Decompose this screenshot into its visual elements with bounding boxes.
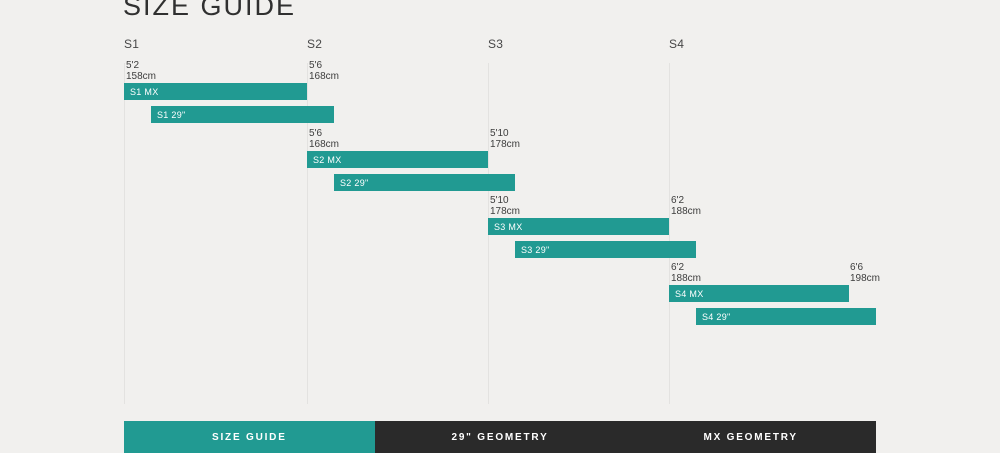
s3-min-height-label: 5'10 178cm [490,195,520,217]
tab-mx-geometry[interactable]: MX GEOMETRY [625,421,877,453]
s1-max-height-label: 5'6 168cm [309,60,339,82]
bar-s3-29: S3 29" [515,241,696,258]
s2-min-cm: 168cm [309,139,340,150]
s1-min-height-label: 5'2 158cm [126,60,156,82]
size-column-header-s2: S2 [307,37,323,51]
size-column-header-s4: S4 [669,37,685,51]
bar-s2-mx: S2 MX [307,151,488,168]
s1-min-feet: 5'2 [126,60,140,71]
geometry-tab-bar: SIZE GUIDE 29" GEOMETRY MX GEOMETRY [124,421,877,453]
s4-min-cm: 188cm [671,273,702,284]
bar-s3-mx: S3 MX [488,218,669,235]
s1-min-cm: 158cm [126,71,157,82]
s1-max-feet: 5'6 [309,60,323,71]
s2-min-height-label: 5'6 168cm [309,128,339,150]
s4-min-height-label: 6'2 188cm [671,262,701,284]
s2-max-cm: 178cm [490,139,521,150]
s4-max-cm: 198cm [850,273,881,284]
s3-max-feet: 6'2 [671,195,685,206]
s3-max-height-label: 6'2 188cm [671,195,701,217]
s3-min-feet: 5'10 [490,195,509,206]
s2-max-height-label: 5'10 178cm [490,128,520,150]
s2-max-feet: 5'10 [490,128,509,139]
gridline-s1 [124,63,125,404]
size-column-header-s1: S1 [124,37,140,51]
size-guide-chart: S1 S2 S3 S4 5'2 158cm 5'6 168cm S1 MX S1… [124,37,880,404]
size-column-header-s3: S3 [488,37,504,51]
bar-s4-mx: S4 MX [669,285,849,302]
bar-s4-29: S4 29" [696,308,876,325]
gridline-s4 [669,63,670,404]
s4-min-feet: 6'2 [671,262,685,273]
bar-s1-29: S1 29" [151,106,334,123]
s3-max-cm: 188cm [671,206,702,217]
s1-max-cm: 168cm [309,71,340,82]
tab-29-geometry[interactable]: 29" GEOMETRY [374,421,626,453]
bar-s2-29: S2 29" [334,174,515,191]
page-title: SIZE GUIDE [123,0,297,21]
s4-max-feet: 6'6 [850,262,864,273]
s4-max-height-label: 6'6 198cm [850,262,880,284]
tab-size-guide[interactable]: SIZE GUIDE [124,421,375,453]
s2-min-feet: 5'6 [309,128,323,139]
s3-min-cm: 178cm [490,206,521,217]
gridline-s2 [307,63,308,404]
bar-s1-mx: S1 MX [124,83,307,100]
